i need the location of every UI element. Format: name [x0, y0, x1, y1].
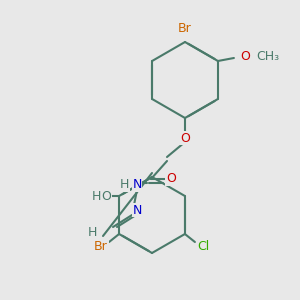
- Text: O: O: [180, 131, 190, 145]
- Text: H: H: [88, 226, 97, 238]
- Text: H: H: [92, 190, 101, 202]
- Text: Br: Br: [94, 239, 108, 253]
- Text: O: O: [101, 190, 111, 202]
- Text: N: N: [132, 178, 142, 191]
- Text: CH₃: CH₃: [256, 50, 279, 64]
- Text: N: N: [132, 203, 142, 217]
- Text: Br: Br: [178, 22, 192, 34]
- Text: O: O: [240, 50, 250, 64]
- Text: Cl: Cl: [197, 239, 209, 253]
- Text: O: O: [166, 172, 176, 185]
- Text: H: H: [120, 178, 129, 191]
